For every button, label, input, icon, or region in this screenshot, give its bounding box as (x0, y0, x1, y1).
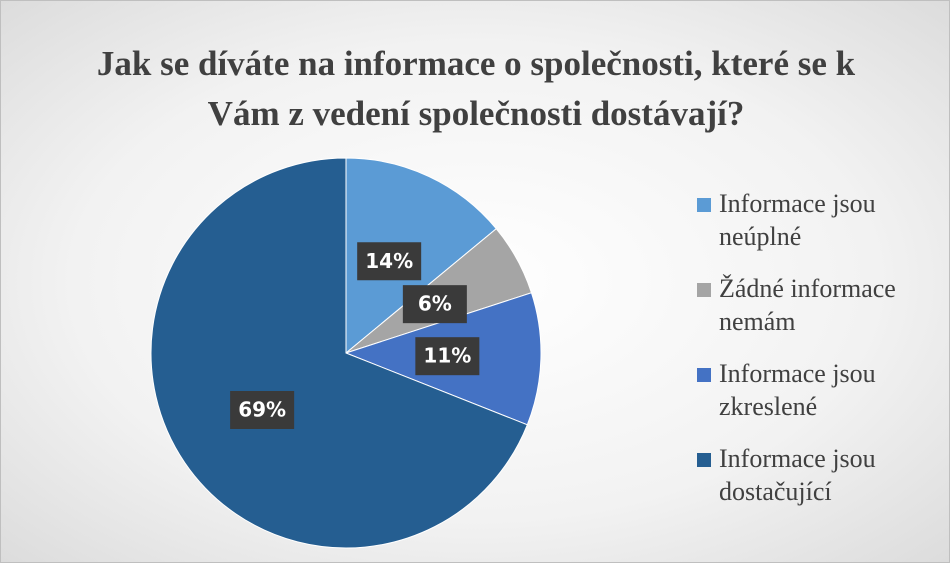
data-label: 69% (238, 397, 286, 421)
legend-swatch (697, 283, 711, 297)
legend-label: Informace jsou dostačující (719, 444, 876, 506)
legend-swatch (697, 453, 711, 467)
legend-label: Žádné informace nemám (719, 274, 896, 336)
data-label: 14% (365, 249, 413, 273)
legend: Informace jsou neúplné Žádné informace ne… (697, 187, 937, 527)
legend-swatch (697, 368, 711, 382)
chart-title: Jak se díváte na informace o společnosti… (96, 44, 856, 133)
pie-slice (150, 157, 528, 549)
data-label: 11% (423, 344, 471, 368)
legend-item: Informace jsou dostačující (697, 442, 937, 508)
data-label-box (230, 390, 295, 429)
legend-label: Informace jsou zkreslené (719, 359, 876, 421)
data-label-box (402, 285, 467, 324)
data-label-box (415, 337, 480, 376)
legend-swatch (697, 198, 711, 212)
legend-item: Informace jsou zkreslené (697, 357, 937, 423)
legend-label: Informace jsou neúplné (719, 189, 876, 251)
data-label-box (357, 242, 422, 281)
legend-item: Žádné informace nemám (697, 272, 937, 338)
legend-item: Informace jsou neúplné (697, 187, 937, 253)
data-label: 6% (418, 292, 452, 316)
